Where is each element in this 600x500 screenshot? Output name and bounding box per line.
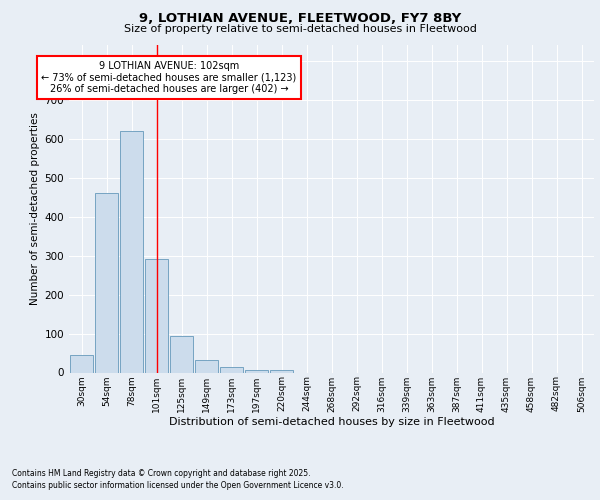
Bar [119,131,143,372]
Bar [95,193,118,372]
X-axis label: Distribution of semi-detached houses by size in Fleetwood: Distribution of semi-detached houses by … [169,417,494,427]
Bar [220,367,244,372]
Bar [70,356,94,372]
Text: 9 LOTHIAN AVENUE: 102sqm
← 73% of semi-detached houses are smaller (1,123)
26% o: 9 LOTHIAN AVENUE: 102sqm ← 73% of semi-d… [41,60,296,94]
Text: 9, LOTHIAN AVENUE, FLEETWOOD, FY7 8BY: 9, LOTHIAN AVENUE, FLEETWOOD, FY7 8BY [139,12,461,24]
Bar [170,336,193,372]
Bar [145,260,169,372]
Bar [245,370,268,372]
Text: Contains HM Land Registry data © Crown copyright and database right 2025.: Contains HM Land Registry data © Crown c… [12,469,311,478]
Text: Size of property relative to semi-detached houses in Fleetwood: Size of property relative to semi-detach… [124,24,476,34]
Y-axis label: Number of semi-detached properties: Number of semi-detached properties [31,112,40,305]
Bar [269,370,293,372]
Bar [194,360,218,372]
Text: Contains public sector information licensed under the Open Government Licence v3: Contains public sector information licen… [12,480,344,490]
